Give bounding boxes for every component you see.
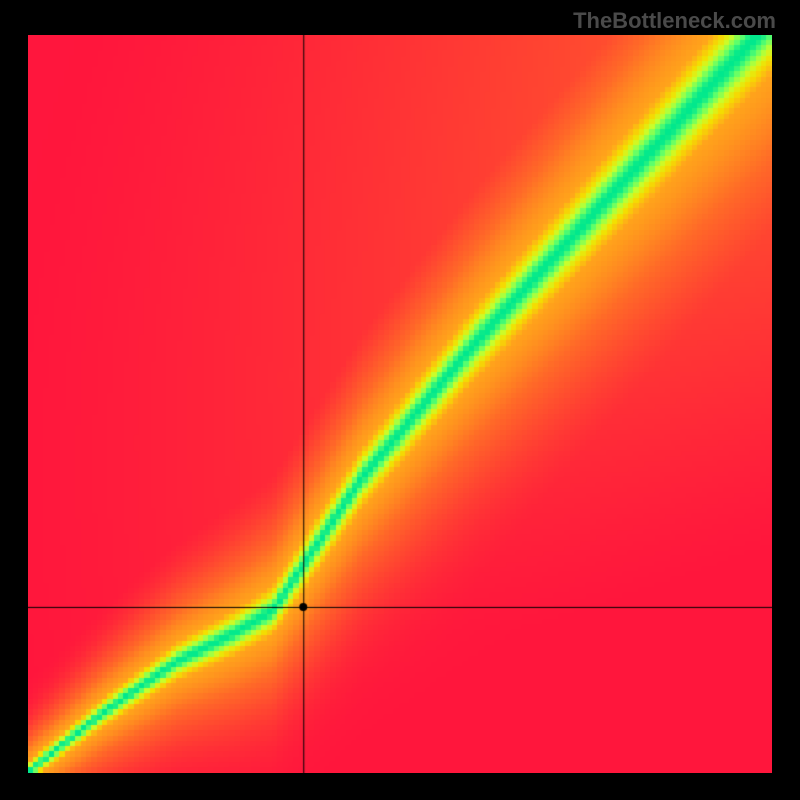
watermark-text: TheBottleneck.com	[573, 8, 776, 34]
plot-area	[28, 35, 772, 773]
bottleneck-heatmap	[28, 35, 772, 773]
figure-container: TheBottleneck.com	[0, 0, 800, 800]
